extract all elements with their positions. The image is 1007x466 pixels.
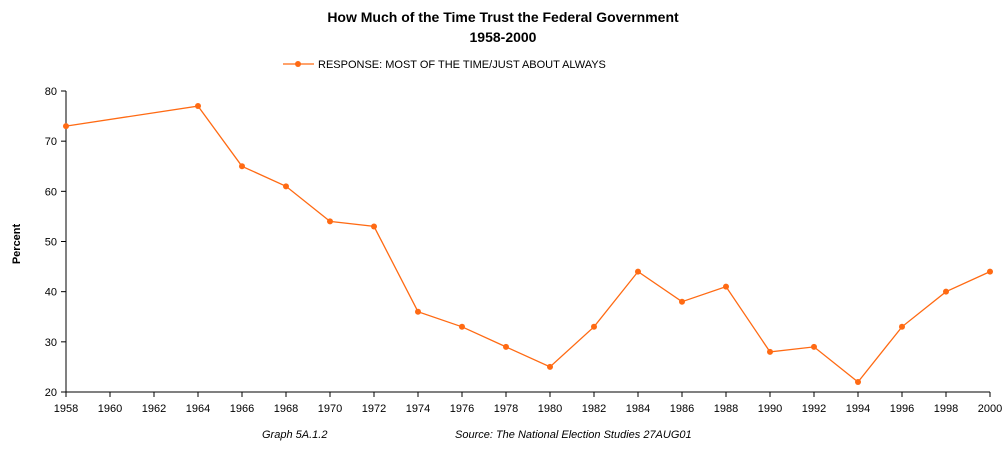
x-axis: 1958 1960 1962 1964 1966 1968 1970 1972 1974 1976…: [54, 391, 1002, 415]
x-tick-label: 1978: [494, 403, 518, 415]
x-tick-label: 1972: [362, 403, 386, 415]
data-point: [503, 343, 509, 350]
x-tick-label: 2000: [978, 403, 1002, 415]
data-point: [899, 323, 905, 330]
data-point: [679, 298, 685, 305]
y-tick-label: 80: [45, 86, 57, 98]
data-point: [855, 378, 861, 385]
data-point: [635, 268, 641, 275]
x-tick-label: 1974: [406, 403, 430, 415]
data-point: [547, 363, 553, 370]
x-tick-label: 1960: [98, 403, 122, 415]
x-tick-label: 1970: [318, 403, 342, 415]
x-tick-label: 1986: [670, 403, 694, 415]
x-tick-label: 1980: [538, 403, 562, 415]
y-tick-label: 70: [45, 136, 57, 148]
graph-id-footer: Graph 5A.1.2: [262, 429, 327, 441]
legend-label: RESPONSE: MOST OF THE TIME/JUST ABOUT AL…: [318, 59, 606, 71]
data-point: [63, 123, 69, 130]
x-tick-label: 1992: [802, 403, 826, 415]
x-tick-label: 1964: [186, 403, 210, 415]
x-tick-label: 1998: [934, 403, 958, 415]
y-tick-label: 50: [45, 237, 57, 249]
x-tick-label: 1976: [450, 403, 474, 415]
x-tick-label: 1994: [846, 403, 870, 415]
legend: RESPONSE: MOST OF THE TIME/JUST ABOUT AL…: [283, 59, 606, 71]
data-point: [591, 323, 597, 330]
data-point: [327, 218, 333, 225]
x-tick-label: 1958: [54, 403, 78, 415]
y-tick-label: 60: [45, 186, 57, 198]
y-tick-label: 30: [45, 337, 57, 349]
data-point: [239, 163, 245, 170]
x-tick-label: 1982: [582, 403, 606, 415]
chart-subtitle: 1958-2000: [470, 29, 537, 45]
y-tick-label: 20: [45, 387, 57, 399]
data-point: [767, 348, 773, 355]
y-axis-label: Percent: [11, 223, 23, 264]
legend-marker: [295, 61, 301, 67]
x-tick-label: 1968: [274, 403, 298, 415]
data-point: [415, 308, 421, 315]
y-axis: 20 30 40 50 60 70 80: [45, 86, 67, 399]
data-point: [943, 288, 949, 295]
data-point: [283, 183, 289, 190]
x-tick-label: 1996: [890, 403, 914, 415]
data-point: [723, 283, 729, 290]
x-tick-label: 1966: [230, 403, 254, 415]
x-tick-label: 1984: [626, 403, 650, 415]
data-point: [987, 268, 993, 275]
data-point: [195, 103, 201, 110]
source-footer: Source: The National Election Studies 27…: [455, 429, 692, 441]
x-tick-label: 1990: [758, 403, 782, 415]
x-tick-label: 1962: [142, 403, 166, 415]
data-point: [371, 223, 377, 230]
data-point: [811, 343, 817, 350]
chart-title: How Much of the Time Trust the Federal G…: [327, 9, 679, 25]
y-tick-label: 40: [45, 287, 57, 299]
series-line: [65, 105, 991, 383]
plot-area: [63, 103, 993, 385]
data-point: [459, 323, 465, 330]
x-tick-label: 1988: [714, 403, 738, 415]
